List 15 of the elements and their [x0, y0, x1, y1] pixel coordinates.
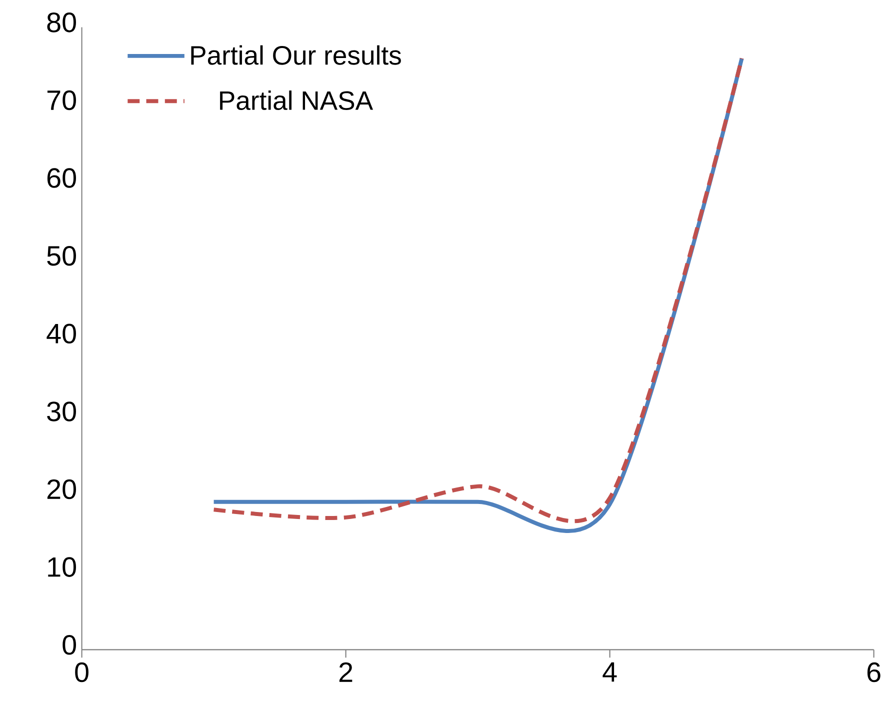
y-tick-label: 60 — [47, 168, 76, 188]
y-tick-label: 70 — [47, 90, 76, 110]
x-tick-label: 2 — [339, 662, 352, 682]
x-tick-label: 0 — [75, 662, 88, 682]
legend-label: Partial NASA — [220, 90, 374, 110]
y-tick-label: 50 — [47, 246, 76, 266]
y-tick-label: 0 — [62, 634, 76, 655]
y-tick-label: 10 — [48, 557, 76, 577]
legend-label: Partial Our results — [191, 45, 401, 65]
y-tick-label: 40 — [46, 324, 76, 344]
y-tick-label: 20 — [47, 479, 76, 500]
x-tick-label: 6 — [867, 662, 880, 682]
x-tick-label: 4 — [602, 662, 617, 682]
y-tick-label: 80 — [47, 12, 76, 32]
y-tick-label: 30 — [47, 401, 76, 422]
